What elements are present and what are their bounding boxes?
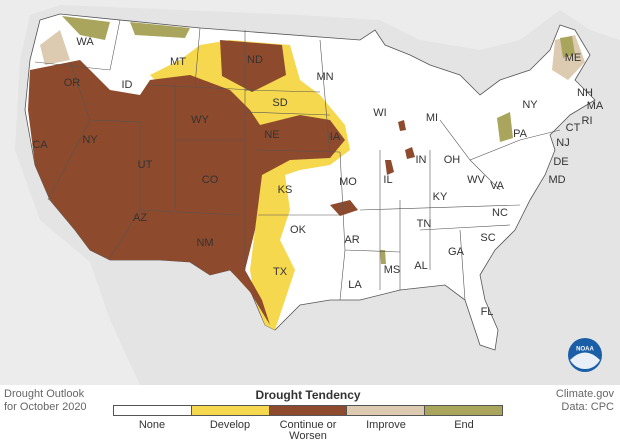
- state-label: KS: [278, 184, 293, 196]
- state-label: NC: [492, 207, 508, 219]
- state-label: RI: [582, 115, 593, 127]
- state-label: OR: [64, 77, 81, 89]
- state-label: WI: [373, 107, 386, 119]
- state-label: NE: [264, 129, 279, 141]
- footer-line: Data: CPC: [561, 401, 614, 413]
- legend-label: None: [138, 419, 166, 431]
- state-label: IA: [330, 131, 341, 143]
- state-label: MO: [339, 176, 357, 188]
- state-label: MI: [426, 112, 438, 124]
- state-label: NM: [196, 237, 213, 249]
- state-label: PA: [513, 128, 528, 140]
- continue-area: [220, 40, 286, 92]
- state-label: WA: [76, 36, 94, 48]
- state-label: KY: [433, 191, 448, 203]
- state-label: NY: [82, 134, 98, 146]
- footer-left: Drought Outlook for October 2020: [4, 388, 87, 414]
- state-label: IL: [383, 174, 392, 186]
- state-label: CO: [202, 174, 219, 186]
- state-label: GA: [448, 246, 465, 258]
- legend-label: Develop: [209, 419, 251, 431]
- state-label: IN: [416, 154, 427, 166]
- continue-area: [28, 60, 345, 325]
- state-label: MA: [587, 100, 604, 112]
- state-label: CT: [566, 122, 581, 134]
- state-label: UT: [138, 159, 153, 171]
- footer-line: Drought Outlook: [4, 388, 85, 400]
- state-label: FL: [481, 306, 494, 318]
- state-label: SD: [272, 97, 287, 109]
- state-label: MN: [316, 71, 333, 83]
- state-label: OK: [290, 224, 307, 236]
- state-label: AR: [344, 234, 359, 246]
- state-label: NH: [577, 87, 593, 99]
- state-label: TX: [273, 266, 288, 278]
- state-label: AZ: [133, 212, 147, 224]
- state-label: MT: [170, 56, 186, 68]
- noaa-text: NOAA: [576, 347, 594, 353]
- state-label: MD: [548, 174, 565, 186]
- state-label: AL: [414, 260, 427, 272]
- state-label: DE: [553, 156, 568, 168]
- state-label: VA: [490, 180, 505, 192]
- legend-swatch: [425, 406, 502, 415]
- legend-swatch: [347, 406, 426, 415]
- state-borders: [34, 19, 561, 301]
- state-label: ND: [247, 54, 263, 66]
- footer-line: Climate.gov: [555, 388, 614, 400]
- state-label: LA: [348, 279, 362, 291]
- noaa-wave: [570, 352, 600, 369]
- map: WA OR CA NY ID MT WY UT AZ CO NM ND SD NE KS OK TX MN IA MO…: [0, 0, 620, 385]
- legend-bar: [113, 405, 503, 416]
- footer-right: Climate.gov Data: CPC: [556, 388, 614, 414]
- state-label: WV: [467, 174, 485, 186]
- legend-swatch: [269, 406, 348, 415]
- state-label: NY: [522, 99, 538, 111]
- legend-label: End: [454, 419, 474, 431]
- state-label: OH: [444, 154, 461, 166]
- state-label: TN: [417, 218, 432, 230]
- state-labels: WA OR CA NY ID MT WY UT AZ CO NM ND SD NE KS OK TX MN IA MO…: [32, 36, 604, 318]
- legend-swatch: [191, 406, 270, 415]
- state-label: SC: [480, 232, 495, 244]
- land: [0, 0, 620, 385]
- state-label: MS: [384, 264, 401, 276]
- develop-area: [150, 40, 350, 330]
- state-label: ME: [565, 52, 582, 64]
- legend-labels: None Develop Continue or Worsen Improve End: [113, 420, 503, 442]
- footer-line: for October 2020: [4, 401, 87, 413]
- state-label: WY: [191, 114, 209, 126]
- legend-title: Drought Tendency: [255, 388, 361, 402]
- state-label: ID: [122, 79, 133, 91]
- state-label: CA: [32, 139, 48, 151]
- legend-swatch: [114, 406, 192, 415]
- legend-label: Continue or Worsen: [279, 419, 337, 442]
- legend-label: Improve: [366, 419, 406, 431]
- continue-area: [330, 120, 415, 216]
- state-label: NJ: [556, 137, 569, 149]
